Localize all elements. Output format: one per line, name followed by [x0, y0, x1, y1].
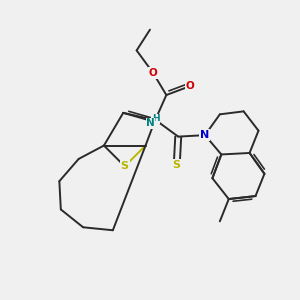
Text: N: N — [146, 118, 155, 128]
Text: O: O — [186, 81, 194, 91]
Text: H: H — [152, 114, 160, 123]
Text: N: N — [200, 130, 210, 140]
Text: S: S — [121, 161, 129, 171]
Text: O: O — [148, 68, 157, 78]
Text: S: S — [173, 160, 181, 170]
